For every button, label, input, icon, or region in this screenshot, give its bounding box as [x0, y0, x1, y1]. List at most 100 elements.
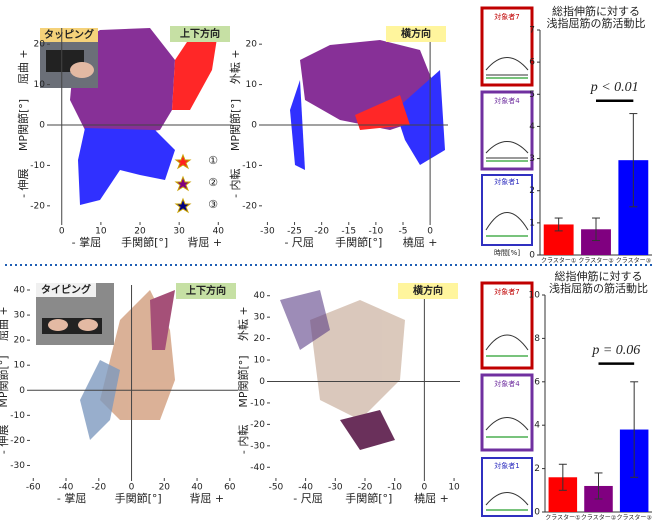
y-axis-label: - 内転 [228, 168, 242, 197]
y-tick-label: 0 [39, 121, 45, 131]
x-tick-label: クラスター③ [616, 257, 651, 265]
x-tick-label: 60 [224, 483, 236, 493]
y-tick-label: 0 [529, 251, 535, 261]
y-tick-label: 6 [529, 58, 535, 68]
x-axis-label: 橈屈 + [414, 492, 449, 505]
annotation: p < 0.01 [590, 80, 639, 95]
y-tick-label: -10 [250, 398, 265, 408]
x-tick-label: 0 [129, 483, 135, 493]
y-tick-label: 10 [34, 80, 46, 90]
legend-label: ③ [208, 198, 218, 211]
x-tick-label: -10 [387, 483, 402, 493]
x-axis-label: - 掌屈 [72, 235, 101, 249]
y-axis-label: MP関節[°] [0, 355, 10, 407]
legend: ① ② ③ [176, 154, 218, 212]
y-tick-label: 8 [534, 334, 540, 344]
x-axis-label: 手関節[°] [345, 491, 392, 505]
y-tick-label: -10 [242, 161, 257, 171]
x-tick-label: 40 [191, 483, 203, 493]
y-tick-label: -20 [242, 201, 257, 211]
y-axis-label: - 伸展 [0, 425, 10, 454]
x-axis-label: 手関節[°] [121, 235, 168, 249]
x-tick-label: -15 [341, 227, 356, 237]
x-tick-label: -10 [369, 227, 384, 237]
y-tick-label: 30 [14, 311, 26, 321]
x-tick-label: 0 [59, 227, 65, 237]
chart-title: 横方向 [401, 27, 431, 40]
x-tick-label: -20 [91, 483, 106, 493]
x-tick-label: -50 [269, 483, 284, 493]
y-axis-label: 外転 + [237, 306, 250, 341]
y-tick-label: 6 [534, 377, 540, 387]
y-tick-label: 3 [529, 154, 535, 164]
y-tick-label: -20 [10, 436, 25, 446]
x-axis-label: 橈屈 + [403, 236, 438, 249]
chart-title: 浅指屈筋の筋活動比 [547, 16, 646, 30]
y-tick-label: 4 [529, 122, 535, 132]
y-axis-label: MP関節[°] [16, 99, 30, 151]
x-axis-label: 手関節[°] [335, 235, 382, 249]
x-tick-label: -60 [26, 483, 41, 493]
y-tick-label: 10 [254, 356, 266, 366]
thumb-label: 対象者1 [494, 177, 519, 186]
x-tick-label: クラスター① [541, 257, 576, 265]
y-tick-label: 10 [246, 80, 258, 90]
photo-label: タッピング [44, 28, 94, 41]
chart-title: 上下方向 [180, 27, 220, 40]
y-tick-label: 10 [529, 291, 541, 301]
x-tick-label: -40 [298, 483, 313, 493]
chart-title: 浅指屈筋の筋活動比 [549, 281, 648, 295]
y-tick-label: -20 [250, 420, 265, 430]
y-tick-label: 20 [254, 334, 266, 344]
y-tick-label: 10 [14, 361, 26, 371]
x-tick-label: クラスター② [581, 514, 617, 520]
y-tick-label: -10 [30, 161, 45, 171]
annotation: p = 0.06 [591, 343, 640, 358]
x-tick-label: -40 [59, 483, 74, 493]
thumb-label: 対象者7 [494, 287, 519, 296]
thumb-axis: 時間[%] [494, 249, 520, 257]
chart-title: 上下方向 [186, 284, 226, 297]
y-tick-label: 40 [254, 291, 266, 301]
x-axis-label: - 尺屈 [293, 492, 322, 505]
y-axis-label: MP関節[°] [228, 99, 242, 151]
y-tick-label: 0 [259, 377, 265, 387]
x-tick-label: 0 [427, 227, 433, 237]
x-axis-label: 背屈 + [189, 491, 224, 505]
y-tick-label: 0 [19, 386, 25, 396]
y-tick-label: 5 [529, 90, 535, 100]
y-axis-label: 外転 + [229, 49, 242, 84]
x-tick-label: クラスター③ [617, 514, 652, 520]
y-axis-label: 屈曲 + [17, 49, 30, 84]
y-tick-label: 20 [246, 40, 258, 50]
x-tick-label: 20 [159, 483, 171, 493]
x-tick-label: 40 [213, 227, 225, 237]
x-tick-label: -5 [398, 227, 407, 237]
x-tick-label: -25 [287, 227, 302, 237]
legend-label: ① [208, 154, 218, 167]
x-axis-label: 手関節[°] [115, 491, 162, 505]
chart-title: 横方向 [413, 284, 443, 297]
x-axis-label: - 尺屈 [284, 236, 313, 249]
thumb-label: 対象者4 [494, 96, 520, 105]
y-tick-label: -40 [250, 463, 265, 473]
x-tick-label: -20 [314, 227, 329, 237]
y-tick-label: -10 [10, 411, 25, 421]
x-tick-label: 10 [448, 483, 460, 493]
y-axis-label: MP関節[°] [236, 355, 250, 407]
y-tick-label: 2 [529, 186, 535, 196]
figure: タッピング タイピング ① ② ③ 対象者7 対象者4 対象者1 時間[%] 対… [0, 0, 657, 520]
y-tick-label: 20 [34, 40, 46, 50]
thumb-label: 対象者1 [494, 461, 519, 470]
y-tick-label: 7 [529, 26, 535, 36]
chart-title: 総指伸筋に対する [552, 4, 640, 18]
y-tick-label: 0 [251, 121, 257, 131]
y-tick-label: 40 [14, 286, 26, 296]
x-tick-label: -30 [260, 227, 275, 237]
y-tick-label: 0 [534, 508, 540, 518]
x-tick-label: 10 [95, 227, 107, 237]
x-tick-label: 0 [422, 483, 428, 493]
x-tick-label: -30 [328, 483, 343, 493]
y-tick-label: -30 [10, 461, 25, 471]
x-tick-label: -20 [358, 483, 373, 493]
